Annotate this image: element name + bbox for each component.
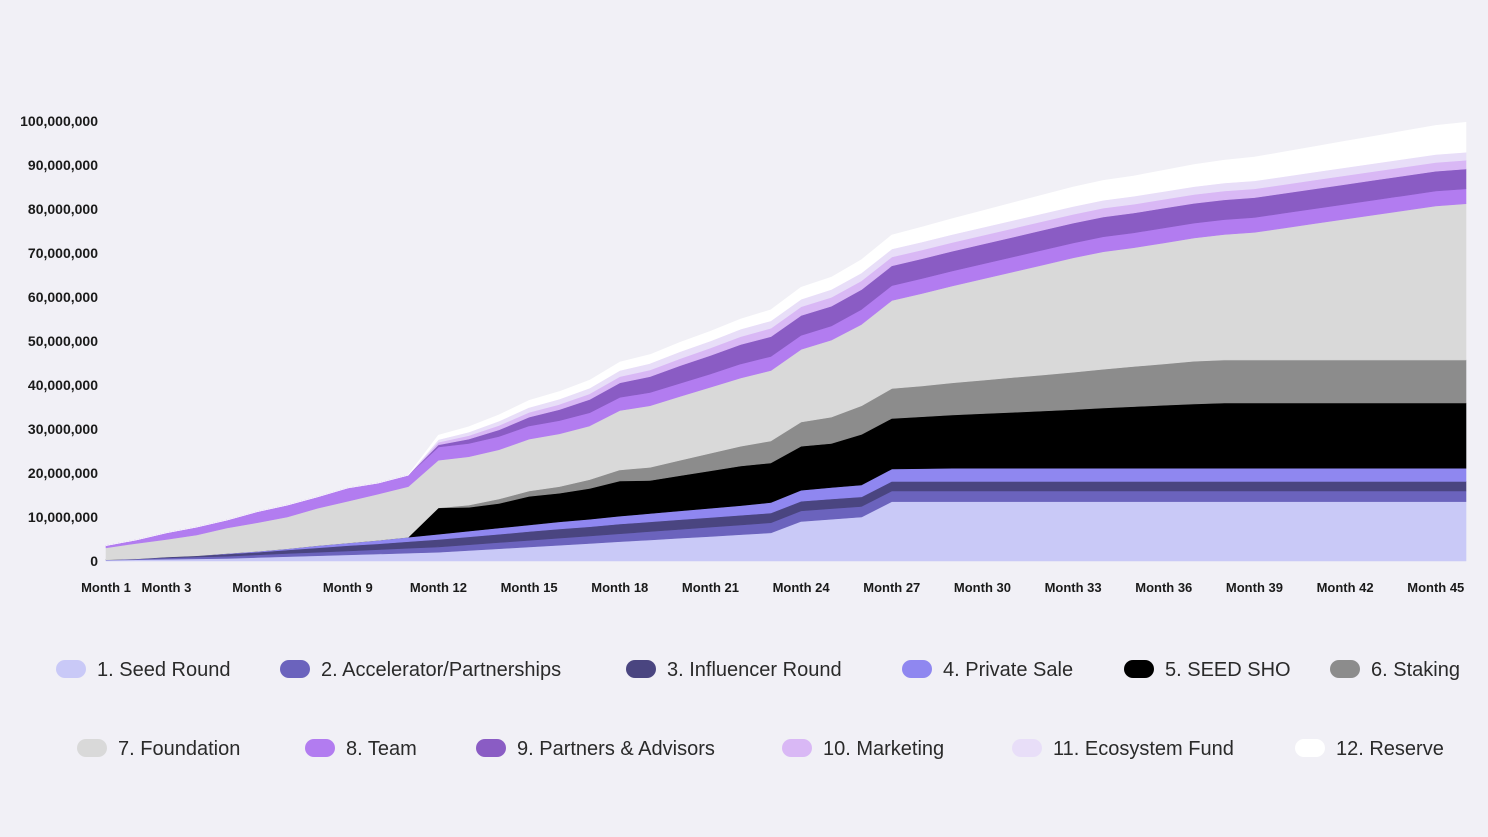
legend: 1. Seed Round 2. Accelerator/Partnerships… xyxy=(56,659,1460,760)
legend-label: 11. Ecosystem Fund xyxy=(1053,738,1234,760)
x-tick-label: Month 3 xyxy=(142,580,192,595)
legend-item: 12. Reserve xyxy=(1295,738,1444,760)
legend-item: 3. Influencer Round xyxy=(626,659,842,681)
y-tick-label: 70,000,000 xyxy=(28,245,98,261)
legend-swatch xyxy=(1330,660,1360,678)
y-tick-label: 60,000,000 xyxy=(28,289,98,305)
legend-item: 9. Partners & Advisors xyxy=(476,738,715,760)
x-tick-label: Month 1 xyxy=(81,580,131,595)
legend-item: 5. SEED SHO xyxy=(1124,659,1291,681)
legend-item: 10. Marketing xyxy=(782,738,944,760)
legend-label: 10. Marketing xyxy=(823,738,944,760)
legend-item: 8. Team xyxy=(305,738,417,760)
y-tick-label: 20,000,000 xyxy=(28,465,98,481)
x-tick-label: Month 21 xyxy=(682,580,739,595)
x-tick-label: Month 27 xyxy=(863,580,920,595)
x-tick-label: Month 12 xyxy=(410,580,467,595)
legend-item: 11. Ecosystem Fund xyxy=(1012,738,1234,760)
legend-swatch xyxy=(626,660,656,678)
legend-swatch xyxy=(305,739,335,757)
x-tick-label: Month 18 xyxy=(591,580,648,595)
legend-item: 7. Foundation xyxy=(77,738,240,760)
x-tick-label: Month 45 xyxy=(1407,580,1464,595)
legend-label: 8. Team xyxy=(346,738,417,760)
x-tick-label: Month 6 xyxy=(232,580,282,595)
legend-label: 6. Staking xyxy=(1371,659,1460,681)
legend-label: 7. Foundation xyxy=(118,738,240,760)
x-tick-label: Month 9 xyxy=(323,580,373,595)
area-series-12 xyxy=(105,122,1467,546)
legend-label: 2. Accelerator/Partnerships xyxy=(321,659,561,681)
legend-item: 6. Staking xyxy=(1330,659,1460,681)
y-tick-label: 30,000,000 xyxy=(28,421,98,437)
legend-item: 2. Accelerator/Partnerships xyxy=(280,659,561,681)
legend-label: 1. Seed Round xyxy=(97,659,230,681)
y-tick-label: 80,000,000 xyxy=(28,201,98,217)
x-tick-label: Month 33 xyxy=(1045,580,1102,595)
area-series-layer xyxy=(105,122,1467,562)
legend-swatch xyxy=(77,739,107,757)
legend-swatch xyxy=(1012,739,1042,757)
legend-label: 12. Reserve xyxy=(1336,738,1444,760)
legend-swatch xyxy=(1124,660,1154,678)
x-tick-label: Month 24 xyxy=(773,580,831,595)
legend-label: 5. SEED SHO xyxy=(1165,659,1291,681)
y-tick-label: 10,000,000 xyxy=(28,509,98,525)
y-tick-label: 50,000,000 xyxy=(28,333,98,349)
legend-label: 9. Partners & Advisors xyxy=(517,738,715,760)
y-axis: 0 10,000,000 20,000,000 30,000,000 40,000,00… xyxy=(20,113,98,569)
legend-label: 4. Private Sale xyxy=(943,659,1073,681)
legend-swatch xyxy=(1295,739,1325,757)
y-tick-label: 100,000,000 xyxy=(20,113,98,129)
legend-swatch xyxy=(280,660,310,678)
legend-item: 4. Private Sale xyxy=(902,659,1073,681)
legend-swatch xyxy=(476,739,506,757)
y-tick-label: 40,000,000 xyxy=(28,377,98,393)
y-tick-label: 90,000,000 xyxy=(28,157,98,173)
x-tick-label: Month 30 xyxy=(954,580,1011,595)
legend-item: 1. Seed Round xyxy=(56,659,230,681)
x-tick-label: Month 15 xyxy=(501,580,558,595)
x-tick-label: Month 42 xyxy=(1317,580,1374,595)
x-axis: Month 1 Month 3 Month 6 Month 9 Month 12 Mont… xyxy=(81,580,1464,595)
legend-swatch xyxy=(782,739,812,757)
y-tick-label: 0 xyxy=(90,553,98,569)
x-tick-label: Month 39 xyxy=(1226,580,1283,595)
x-tick-label: Month 36 xyxy=(1135,580,1192,595)
legend-swatch xyxy=(902,660,932,678)
legend-label: 3. Influencer Round xyxy=(667,659,842,681)
legend-swatch xyxy=(56,660,86,678)
